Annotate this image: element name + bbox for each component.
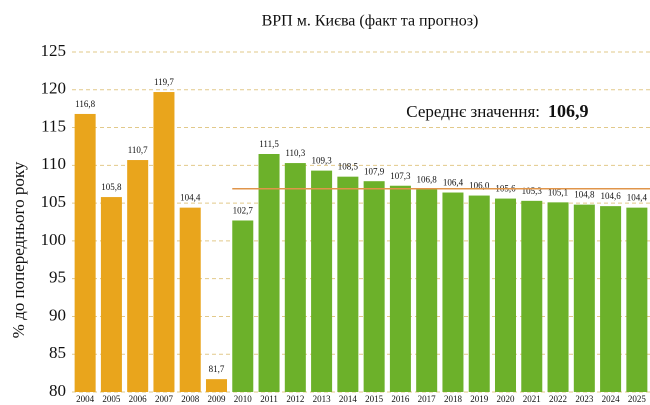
value-label: 102,7 <box>233 206 254 216</box>
value-label: 110,3 <box>285 148 305 158</box>
value-label: 104,4 <box>627 193 648 203</box>
y-tick-label: 95 <box>49 268 66 287</box>
x-tick-label: 2007 <box>155 394 174 404</box>
bar <box>389 185 411 392</box>
bar <box>258 154 280 392</box>
value-label: 111,5 <box>259 139 279 149</box>
bar <box>205 379 228 392</box>
x-tick-label: 2018 <box>444 394 463 404</box>
value-label: 119,7 <box>154 77 174 87</box>
x-tick-label: 2020 <box>497 394 516 404</box>
x-tick-label: 2016 <box>391 394 410 404</box>
bar <box>153 92 175 393</box>
x-tick-label: 2004 <box>76 394 95 404</box>
y-tick-label: 110 <box>41 154 66 173</box>
bar <box>100 197 122 392</box>
bar <box>311 170 333 392</box>
y-tick-label: 100 <box>41 230 67 249</box>
bar <box>600 206 622 392</box>
value-label: 81,7 <box>209 364 225 374</box>
x-tick-label: 2021 <box>523 394 541 404</box>
x-tick-label: 2022 <box>549 394 567 404</box>
y-axis-label: % до попереднього року <box>9 161 28 338</box>
chart-title: ВРП м. Києва (факт та прогноз) <box>262 13 479 30</box>
value-label: 105,8 <box>101 182 122 192</box>
bar <box>521 200 543 392</box>
bar <box>127 160 149 392</box>
y-tick-label: 105 <box>41 192 67 211</box>
x-tick-label: 2017 <box>418 394 437 404</box>
bar <box>363 181 385 392</box>
value-label: 107,9 <box>364 166 385 176</box>
bar <box>547 202 569 392</box>
x-tick-label: 2006 <box>129 394 148 404</box>
value-label: 106,0 <box>469 181 490 191</box>
bar <box>442 192 464 392</box>
average-value: 106,9 <box>548 101 589 121</box>
value-label: 110,7 <box>128 145 148 155</box>
value-label: 107,3 <box>390 171 411 181</box>
bar <box>232 220 254 392</box>
value-label: 104,8 <box>574 190 595 200</box>
x-tick-label: 2010 <box>234 394 253 404</box>
x-tick-label: 2013 <box>313 394 332 404</box>
x-tick-label: 2012 <box>286 394 304 404</box>
value-label: 106,8 <box>417 175 438 185</box>
bar <box>337 176 359 392</box>
bar <box>494 198 517 392</box>
x-tick-label: 2008 <box>181 394 200 404</box>
value-label: 116,8 <box>75 99 95 109</box>
bar <box>179 207 201 392</box>
x-tick-label: 2015 <box>365 394 384 404</box>
y-tick-label: 85 <box>49 343 66 362</box>
x-tick-label: 2025 <box>628 394 647 404</box>
x-tick-label: 2023 <box>575 394 594 404</box>
value-label: 108,5 <box>338 162 359 172</box>
y-tick-label: 80 <box>49 381 66 400</box>
value-label: 106,4 <box>443 178 464 188</box>
value-label: 104,4 <box>180 193 201 203</box>
bar <box>284 163 306 392</box>
bar <box>416 189 438 392</box>
y-tick-label: 115 <box>41 116 66 135</box>
bar <box>74 113 96 392</box>
x-tick-label: 2011 <box>260 394 278 404</box>
x-tick-label: 2005 <box>102 394 121 404</box>
bar <box>626 207 648 392</box>
value-label: 105,3 <box>522 186 543 196</box>
value-label: 104,6 <box>600 191 621 201</box>
value-label: 105,1 <box>548 187 568 197</box>
average-label: Середнє значення: <box>406 102 540 121</box>
bar <box>573 204 595 392</box>
y-tick-label: 120 <box>41 79 67 98</box>
x-tick-label: 2014 <box>339 394 358 404</box>
value-label: 109,3 <box>311 156 332 166</box>
x-tick-label: 2019 <box>470 394 489 404</box>
y-tick-label: 90 <box>49 305 66 324</box>
x-tick-label: 2024 <box>602 394 621 404</box>
bar <box>468 195 490 392</box>
x-tick-label: 2009 <box>208 394 227 404</box>
y-tick-label: 125 <box>41 41 67 60</box>
